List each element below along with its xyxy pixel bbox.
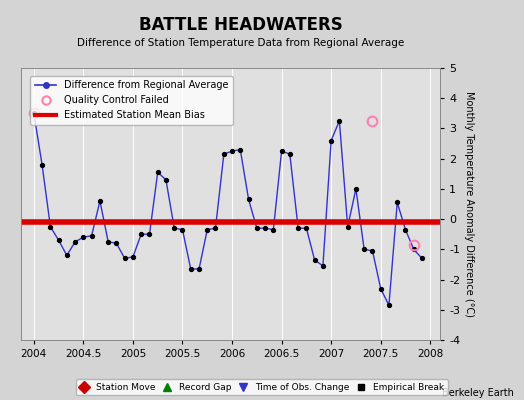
Text: Difference of Station Temperature Data from Regional Average: Difference of Station Temperature Data f… <box>78 38 405 48</box>
Y-axis label: Monthly Temperature Anomaly Difference (°C): Monthly Temperature Anomaly Difference (… <box>464 91 474 317</box>
Legend: Station Move, Record Gap, Time of Obs. Change, Empirical Break: Station Move, Record Gap, Time of Obs. C… <box>77 379 447 396</box>
Legend: Difference from Regional Average, Quality Control Failed, Estimated Station Mean: Difference from Regional Average, Qualit… <box>30 76 233 125</box>
Text: BATTLE HEADWATERS: BATTLE HEADWATERS <box>139 16 343 34</box>
Text: Berkeley Earth: Berkeley Earth <box>442 388 514 398</box>
